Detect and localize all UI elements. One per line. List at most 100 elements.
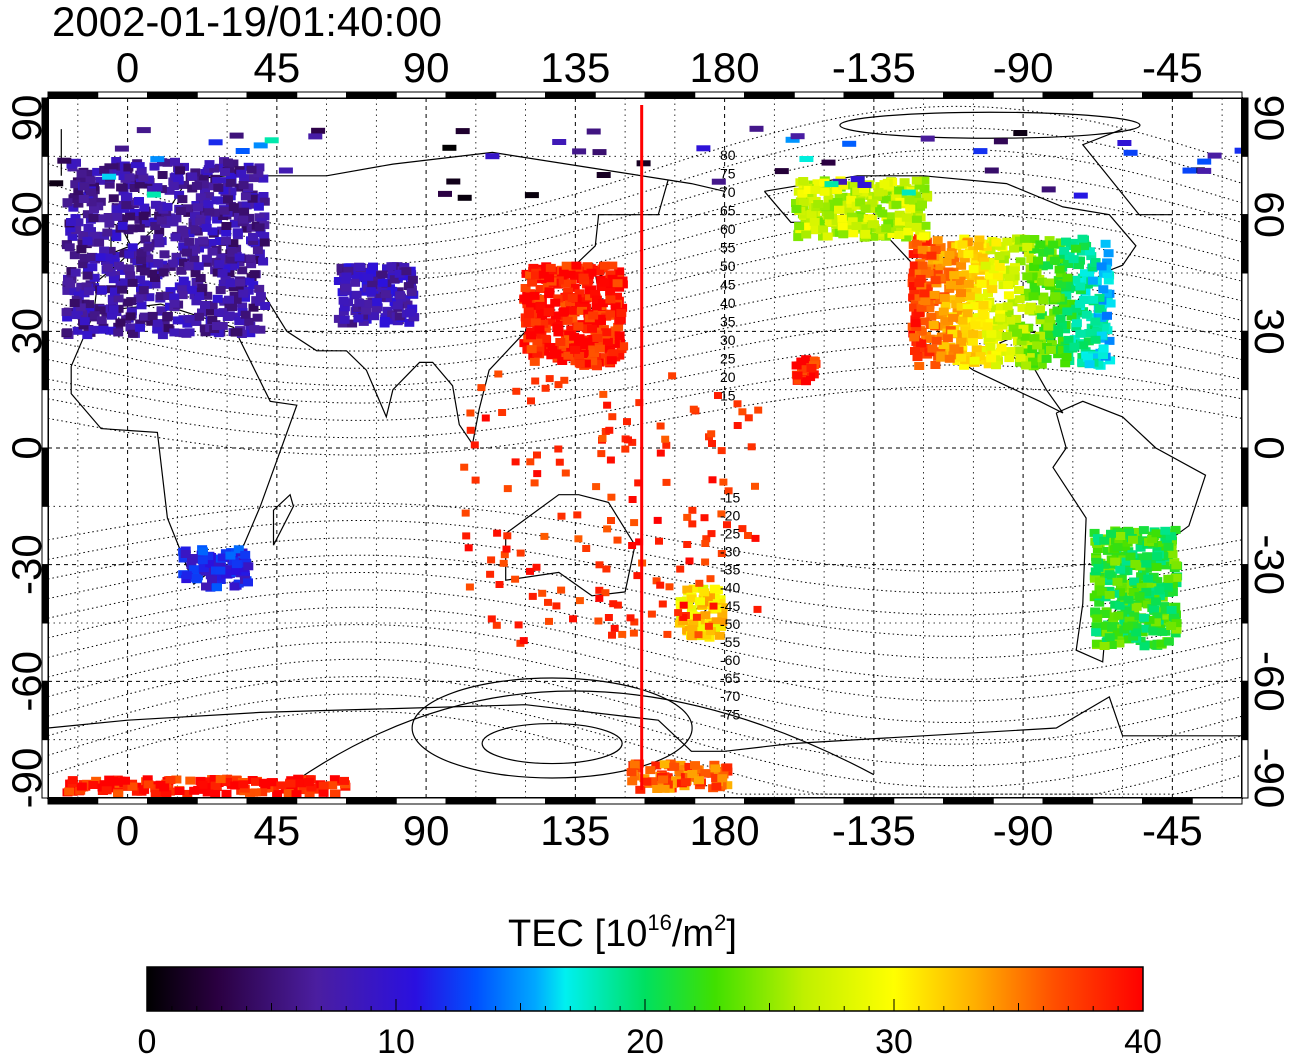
tec-sample [159,250,170,259]
tec-sample [1078,247,1089,256]
tec-sample [113,304,124,313]
tec-sample [991,361,1001,370]
tec-sample [949,252,960,261]
tec-sample [161,790,172,798]
tec-sample [62,313,73,322]
tec-sample [224,269,235,278]
tec-sample [850,176,865,183]
top-lon-label: -135 [832,44,916,91]
tec-sample [1123,595,1134,604]
tec-sample [95,197,106,206]
tec-sample [895,217,905,226]
tec-sample [152,319,163,328]
tec-sample [177,195,188,204]
tec-sample [1028,357,1039,366]
tec-sample [838,181,849,190]
tec-sample [573,322,584,331]
tec-sample [694,631,703,639]
tec-sample [1015,358,1025,367]
tec-sample [234,253,245,262]
tec-sample [182,204,193,213]
tec-sample [1107,622,1118,631]
tec-sample [201,582,211,591]
tec-sample [602,565,611,573]
tec-sample [227,777,238,786]
tec-sample [207,575,217,584]
tec-sample [1079,242,1089,251]
right-lat-label: 60 [1246,191,1292,238]
tec-sample [688,520,697,528]
tec-sample [201,223,212,232]
tec-sample [674,609,683,617]
tec-sample [231,295,242,304]
tec-sample [150,156,165,163]
tec-sample [714,631,725,640]
tec-sample [333,314,344,323]
tec-sample [68,203,79,212]
mlat-contour [48,537,1242,616]
tec-sample [209,208,220,217]
tec-sample [969,356,980,365]
tec-sample [111,157,122,165]
tec-sample [1135,543,1146,552]
tec-sample [686,605,697,614]
tec-sample [1027,272,1038,281]
tec-sample [717,550,726,557]
tec-sample [754,406,763,414]
tec-sample [880,195,891,204]
tec-sample [172,316,183,325]
tec-sample [909,333,920,342]
tec-sample [118,214,128,223]
tec-sample [944,250,955,259]
tec-sample [1013,286,1024,294]
tec-sample [519,294,530,303]
tec-sample [367,280,378,289]
tec-sample [675,769,686,778]
tec-sample [163,324,174,333]
tec-sample [72,326,83,335]
tec-sample [903,227,914,236]
tec-sample [62,286,73,295]
tec-sample [592,321,603,330]
bottom-lon-label: -90 [993,807,1054,854]
tec-sample [136,248,147,257]
tec-sample [407,275,418,284]
tec-sample [1163,542,1174,551]
colorbar-label: 20 [626,1023,664,1057]
tec-sample [1050,292,1061,301]
tec-sample [84,169,95,178]
tec-sample [932,236,943,245]
tec-sample [185,776,196,785]
tec-sample [819,178,830,187]
tec-sample [1062,273,1073,282]
tec-sample [623,418,631,426]
tec-sample [1171,561,1182,570]
tec-sample [545,318,556,327]
tec-sample [871,204,882,213]
tec-sample [190,555,201,564]
tec-sample [597,450,606,458]
tec-sample [1084,360,1095,369]
tec-sample [253,169,264,178]
tec-sample [1152,552,1163,561]
tec-sample [212,177,227,184]
tec-sample [140,235,151,244]
tec-sample [189,255,200,264]
tec-sample [582,341,593,350]
tec-sample [516,549,525,557]
tec-sample [604,614,613,621]
tec-sample [492,621,501,629]
mlat-label: -60 [720,652,740,668]
tec-sample [1055,238,1066,247]
frame-tick [47,797,99,805]
tec-sample [847,217,858,226]
top-lon-label: 0 [116,44,139,91]
tec-sample [243,578,253,587]
tec-sample [1090,317,1101,326]
tec-sample [922,193,933,202]
tec-sample [1170,525,1181,534]
tec-sample [550,298,561,307]
tec-sample [1077,234,1088,243]
tec-sample [958,271,969,279]
tec-sample [336,263,347,272]
